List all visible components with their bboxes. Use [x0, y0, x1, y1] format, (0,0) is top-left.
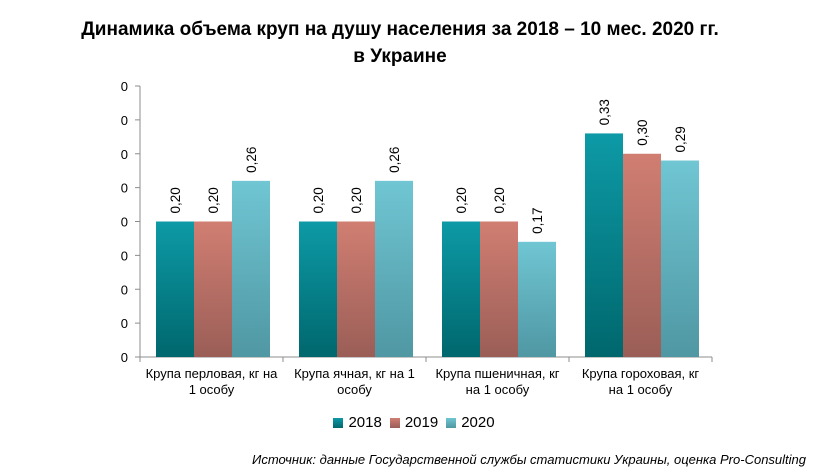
category-label-line: 1 особу [188, 382, 235, 397]
chart-title-line-1: Динамика объема круп на душу населения з… [81, 19, 719, 40]
category-label-0: Крупа перловая, кг на 1 особу [137, 366, 287, 398]
legend-swatch [389, 417, 400, 428]
legend-label: 2020 [461, 414, 495, 431]
y-tick-label: 0 [121, 113, 128, 128]
y-tick-label: 0 [121, 316, 128, 331]
category-label-2: Крупа пшеничная, кг на 1 особу [423, 366, 573, 398]
data-label-2019-1: 0,20 [349, 187, 364, 213]
legend: 2018 2019 2020 [0, 414, 828, 431]
bar-2018-3 [585, 133, 623, 357]
bar-2020-1 [375, 180, 413, 357]
chart-title-line-2: в Украине [353, 46, 447, 67]
chart-title: Динамика объема круп на душу населения з… [0, 16, 800, 70]
bar-2020-3 [661, 160, 699, 357]
data-label-2018-2: 0,20 [454, 187, 469, 213]
data-label-2019-3: 0,30 [635, 119, 650, 145]
y-tick-label: 0 [121, 215, 128, 230]
source-note: Источник: данные Государственной службы … [252, 452, 806, 467]
legend-label: 2019 [404, 414, 439, 431]
bar-2018-1 [299, 221, 337, 357]
category-label-3: Крупа гороховая, кг на 1 особу [566, 366, 716, 398]
bar-2019-1 [337, 221, 375, 357]
category-label-line: на 1 особу [608, 382, 673, 397]
category-label-1: Крупа ячная, кг на 1 особу [280, 366, 430, 398]
y-tick-label: 0 [121, 350, 128, 365]
data-label-2019-2: 0,20 [492, 187, 507, 213]
data-label-2018-3: 0,33 [597, 99, 612, 125]
legend-swatch [446, 417, 457, 428]
y-tick-label: 0 [121, 147, 128, 162]
legend-label: 2018 [348, 414, 382, 431]
data-label-2020-1: 0,26 [387, 147, 402, 173]
data-label-2020-3: 0,29 [673, 126, 688, 152]
bar-2019-3 [623, 153, 661, 357]
data-label-2020-0: 0,26 [244, 147, 259, 173]
data-label-2020-2: 0,17 [530, 208, 545, 234]
legend-item-2019: 2019 [389, 414, 439, 431]
data-label-2019-0: 0,20 [206, 187, 221, 213]
bar-2019-0 [194, 221, 232, 357]
legend-swatch [333, 417, 344, 428]
y-tick-label: 0 [121, 248, 128, 263]
category-label-line: на 1 особу [465, 382, 530, 397]
category-label-line: Крупа перловая, кг на [145, 366, 278, 381]
data-label-2018-1: 0,20 [311, 187, 326, 213]
bar-2020-0 [232, 180, 270, 357]
bar-2018-0 [156, 221, 194, 357]
y-tick-label: 0 [121, 79, 128, 94]
category-label-line: Крупа гороховая, кг [581, 366, 700, 381]
data-label-2018-0: 0,20 [168, 187, 183, 213]
category-label-line: Крупа пшеничная, кг [435, 366, 560, 381]
bar-2018-2 [442, 221, 480, 357]
y-tick-label: 0 [121, 282, 128, 297]
legend-item-2020: 2020 [446, 414, 495, 431]
legend-item-2018: 2018 [333, 414, 382, 431]
category-label-line: особу [337, 382, 372, 397]
bar-2019-2 [480, 221, 518, 357]
y-tick-label: 0 [121, 181, 128, 196]
category-label-line: Крупа ячная, кг на 1 [294, 366, 415, 381]
bar-2020-2 [518, 241, 556, 357]
